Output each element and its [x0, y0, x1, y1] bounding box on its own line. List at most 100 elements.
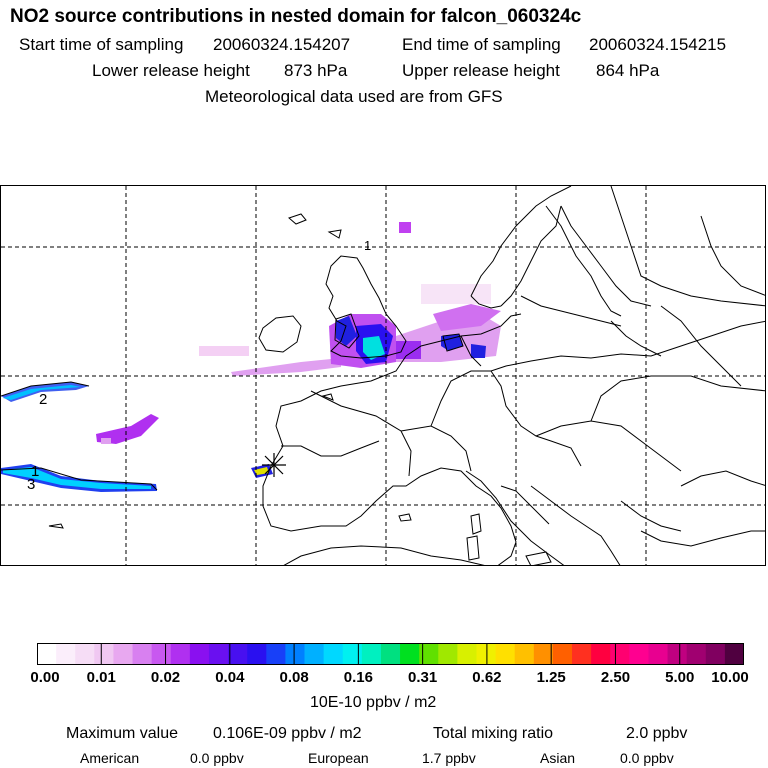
european-value: 1.7 ppbv [422, 750, 476, 766]
colorbar-swatch [552, 643, 573, 665]
country-borders [281, 320, 765, 477]
colorbar-swatch [285, 643, 306, 665]
coast-scandinavia [470, 186, 622, 317]
colorbar-swatch [591, 643, 611, 665]
start-time-label: Start time of sampling [19, 35, 184, 54]
max-value: 0.106E-09 ppbv / m2 [213, 725, 362, 742]
coast-islands [327, 229, 342, 239]
colorbar-swatch [495, 643, 516, 665]
colorbar-tick-label: 0.16 [343, 669, 373, 686]
colorbar-border [37, 643, 744, 665]
coast-fragment [48, 523, 64, 529]
total-mixing-value: 2.0 ppbv [626, 725, 688, 742]
colorbar-swatch [94, 643, 114, 665]
start-time-value: 20060324.154207 [213, 35, 351, 54]
colorbar-swatch [533, 643, 554, 665]
colorbar-swatch [170, 643, 191, 665]
american-label: American [80, 750, 140, 766]
american-value: 0.0 ppbv [190, 750, 244, 766]
coast-corsica [470, 513, 482, 535]
colorbar-tick-label: 0.02 [150, 669, 181, 686]
european-label: European [308, 750, 369, 766]
plume-cell [471, 344, 486, 358]
coast-islands [288, 213, 307, 225]
met-data-line: Meteorological data used are from GFS [205, 87, 503, 106]
colorbar-swatch [724, 643, 744, 665]
plume-cell [101, 438, 111, 444]
coast-continent [262, 313, 522, 565]
asian-value: 0.0 ppbv [620, 750, 674, 766]
colorbar-tick-label: 0.62 [472, 669, 502, 686]
colorbar-swatch [304, 643, 325, 665]
coastlines [48, 186, 765, 565]
plume-cell [441, 334, 463, 351]
plume-field [1, 222, 501, 492]
colorbar-swatch [361, 643, 382, 665]
map-panel: 1 2 1 3 [0, 185, 766, 566]
release-point-icon [262, 453, 286, 477]
coast-sardinia [466, 535, 480, 561]
upper-height-label: Upper release height [402, 61, 560, 80]
colorbar-unit: 10E-10 ppbv / m2 [310, 694, 437, 711]
lower-height-label: Lower release height [92, 61, 250, 80]
coast-africa [283, 545, 485, 565]
graticule [1, 186, 765, 565]
colorbar-swatch [380, 643, 401, 665]
plume-cell [396, 341, 421, 359]
colorbar-swatch [705, 643, 726, 665]
plume-cell [421, 284, 491, 304]
coast-great-britain [325, 255, 407, 359]
colorbar-swatch [457, 643, 477, 665]
coast-finland [610, 186, 765, 307]
end-time-value: 20060324.154215 [589, 35, 727, 54]
colorbar-swatch [342, 643, 363, 665]
colorbar-tick-label: 10.00 [711, 669, 749, 686]
colorbar-tick-label: 0.04 [215, 669, 245, 686]
map-canvas: 1 2 1 3 [1, 186, 765, 565]
colorbar-tick-label: 1.25 [536, 669, 566, 686]
coast-baltic [520, 295, 622, 327]
upper-height-value: 864 hPa [596, 61, 660, 80]
contour-line [1, 381, 90, 397]
plume-cell [96, 414, 159, 444]
coast-balkans [530, 485, 682, 565]
plume-cell [3, 385, 81, 400]
colorbar-swatch [75, 643, 95, 665]
colorbar-swatch [56, 643, 76, 665]
contour-line [442, 333, 464, 352]
contour-line [1, 467, 158, 491]
colorbar-swatch [113, 643, 134, 665]
plume-cell [363, 336, 385, 360]
colorbar-swatch [189, 643, 210, 665]
contour-label: 1 [31, 463, 39, 480]
page-title: NO2 source contributions in nested domai… [10, 6, 582, 27]
coast-ireland [258, 315, 302, 353]
colorbar-swatch [247, 643, 267, 665]
colorbar-swatch [514, 643, 535, 665]
colorbar-swatch [419, 643, 439, 665]
plume-cell [231, 358, 341, 376]
colorbar-tick-label: 0.31 [408, 669, 438, 686]
colorbar-swatch [667, 643, 688, 665]
colorbar-swatch [629, 643, 649, 665]
colorbar-swatch [228, 643, 248, 665]
coast-fragment [321, 393, 334, 401]
colorbar-swatch [323, 643, 344, 665]
colorbar-swatch [686, 643, 707, 665]
colorbar-tick-label: 0.01 [86, 669, 116, 686]
contour-line [334, 313, 360, 349]
colorbar-swatch [438, 643, 458, 665]
colorbar-swatch [476, 643, 497, 665]
colorbar-swatch [132, 643, 153, 665]
coast-scandinavia [470, 295, 502, 309]
colorbar-swatch [648, 643, 669, 665]
contour-label: 3 [27, 476, 35, 493]
coast-sicily [525, 551, 552, 565]
colorbar-tick-label: 0.08 [279, 669, 309, 686]
contour-label: 2 [39, 391, 47, 408]
coast-balearic [398, 513, 412, 522]
asian-label: Asian [540, 750, 576, 766]
max-value-label: Maximum value [66, 725, 179, 742]
plume-cell [433, 304, 501, 331]
colorbar-swatch [208, 643, 229, 665]
